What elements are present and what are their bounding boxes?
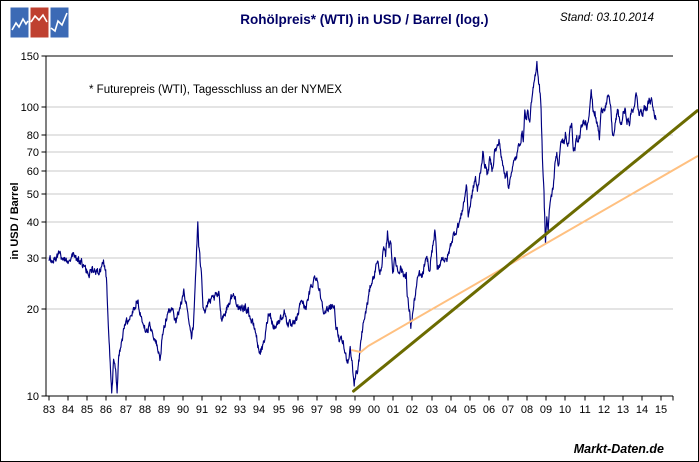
trendline-secondary	[351, 155, 698, 354]
x-tick-label: 93	[234, 404, 246, 416]
x-tick-label: 99	[349, 404, 361, 416]
logo-zigzag-left	[11, 17, 29, 31]
x-tick-label: 01	[387, 404, 399, 416]
x-tick-label: 02	[406, 404, 418, 416]
x-tick-label: 97	[311, 404, 323, 416]
x-tick-label: 96	[292, 404, 304, 416]
x-tick-label: 84	[62, 404, 74, 416]
x-tick-label: 85	[81, 404, 93, 416]
x-tick-label: 11	[579, 404, 590, 416]
x-tick-label: 03	[426, 404, 438, 416]
x-tick-label: 95	[273, 404, 285, 416]
y-tick-label: 20	[27, 304, 39, 316]
x-tick-label: 94	[253, 404, 265, 416]
logo-zigzag-mid	[30, 13, 48, 23]
y-tick-label: 80	[27, 130, 39, 142]
y-tick-label: 150	[21, 51, 39, 63]
x-tick-label: 07	[502, 404, 514, 416]
logo-zigzag-right	[50, 12, 68, 33]
x-tick-label: 12	[598, 404, 610, 416]
y-tick-label: 60	[27, 166, 39, 178]
y-axis-label: in USD / Barrel	[9, 182, 21, 260]
x-tick-label: 14	[636, 404, 648, 416]
x-tick-label: 91	[196, 404, 208, 416]
x-tick-label: 15	[655, 404, 667, 416]
footnote-annotation: * Futurepreis (WTI), Tagesschluss an der…	[89, 84, 342, 96]
chart-title: Rohölpreis* (WTI) in USD / Barrel (log.)	[240, 12, 489, 27]
x-tick-label: 05	[464, 404, 476, 416]
y-tick-label: 30	[27, 253, 39, 265]
x-tick-label: 87	[120, 404, 132, 416]
x-tick-label: 92	[215, 404, 227, 416]
x-tick-label: 04	[445, 404, 457, 416]
x-tick-label: 88	[139, 404, 151, 416]
trendline-primary	[352, 109, 698, 393]
price-line	[48, 60, 657, 394]
x-tick-label: 06	[483, 404, 495, 416]
y-tick-label: 40	[27, 217, 39, 229]
x-tick-label: 90	[177, 404, 189, 416]
y-tick-label: 50	[27, 189, 39, 201]
y-tick-label: 70	[27, 147, 39, 159]
x-tick-label: 08	[521, 404, 533, 416]
x-tick-label: 86	[100, 404, 112, 416]
x-tick-label: 89	[158, 404, 170, 416]
brand-watermark: Markt-Daten.de	[573, 442, 664, 456]
y-tick-label: 10	[27, 391, 39, 403]
x-tick-label: 98	[330, 404, 342, 416]
markt-daten-logo	[10, 7, 69, 38]
x-tick-label: 10	[559, 404, 571, 416]
x-tick-label: 09	[540, 404, 552, 416]
as-of-date: Stand: 03.10.2014	[560, 12, 654, 24]
x-tick-label: 00	[368, 404, 380, 416]
x-tick-label: 83	[43, 404, 55, 416]
y-tick-label: 100	[21, 102, 39, 114]
x-tick-label: 13	[617, 404, 629, 416]
logo-square-blue-left	[10, 7, 29, 38]
